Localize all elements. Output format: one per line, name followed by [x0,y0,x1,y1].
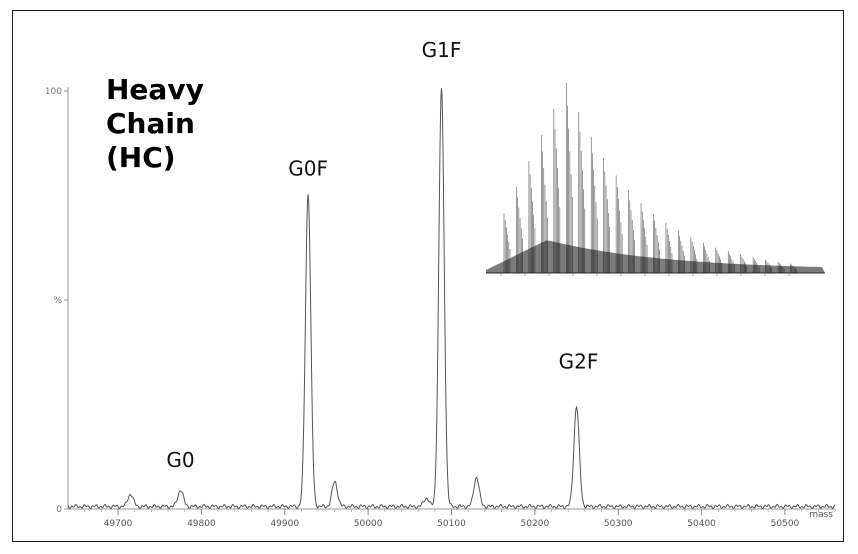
x-tick-label: 50000 [354,519,383,529]
x-tick-label: 49900 [270,519,299,529]
title-line: Chain [106,107,195,140]
x-tick-label: 50400 [687,519,716,529]
x-tick-label: 49700 [104,519,133,529]
spectrum [67,88,836,510]
peak-label-g1f: G1F [422,38,462,62]
peak-labels: G0 G0F G1F G2F [166,38,598,472]
title-line: (HC) [106,141,176,174]
x-tick-label: 50300 [604,519,633,529]
x-tick-label: 50200 [521,519,550,529]
spectrum-line [67,88,836,510]
axes [67,87,835,510]
peak-label-g0f: G0F [288,157,328,181]
title-line: Heavy [106,73,204,106]
ticks: 49700 49800 49900 50000 50100 50200 50300 50400… [45,87,836,529]
y-tick-label: 0 [56,505,62,515]
x-tick-label: 50500 [771,519,800,529]
peak-label-g2f: G2F [559,350,599,374]
y-tick-label: % [53,296,62,306]
peak-label-g0: G0 [166,448,194,472]
y-tick-label: 100 [45,87,62,97]
chart-svg: 49700 49800 49900 50000 50100 50200 50300 50400… [45,38,836,529]
inset-spectrum [486,83,825,276]
x-tick-label: 49800 [187,519,216,529]
inset-envelope [486,240,825,273]
chart-frame: 49700 49800 49900 50000 50100 50200 50300 50400… [12,10,844,542]
x-axis-label: mass [809,510,833,520]
x-tick-label: 50100 [437,519,466,529]
